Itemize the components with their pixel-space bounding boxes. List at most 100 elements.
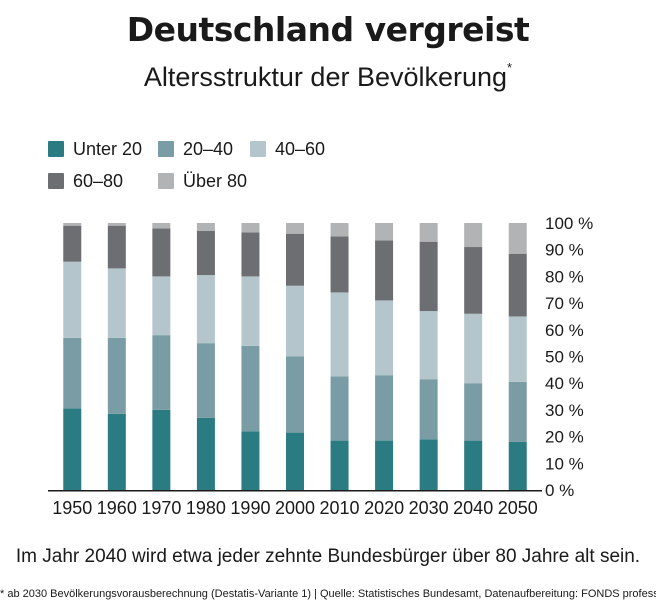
legend-swatch-ueber-80: [158, 173, 174, 189]
chart-subtitle-text: Altersstruktur der Bevölkerung: [143, 62, 508, 92]
bar-segment-1960-s3: [107, 225, 126, 269]
bar-segment-1970-s2: [152, 276, 171, 336]
y-tick-label-2: 20 %: [545, 428, 584, 447]
bar-segment-1970-s3: [152, 228, 171, 277]
bar-segment-2010-s1: [330, 376, 349, 441]
x-tick-label-1960: 1960: [97, 498, 137, 518]
bar-segment-1950-s2: [63, 261, 82, 338]
legend-swatch-20-40: [158, 141, 174, 157]
bar-segment-1980-s1: [196, 343, 215, 418]
bar-segment-1960-s1: [107, 337, 126, 414]
y-tick-label-1: 10 %: [545, 454, 584, 473]
x-tick-label-1980: 1980: [186, 498, 226, 518]
bar-segment-2020-s0: [375, 440, 394, 490]
bar-segment-1950-s4: [63, 223, 82, 226]
y-tick-label-4: 40 %: [545, 374, 584, 393]
legend-label-ueber-80: Über 80: [183, 170, 248, 191]
legend-swatch-unter-20: [48, 141, 64, 157]
legend-label-40-60: 40–60: [275, 138, 326, 159]
bar-segment-1960-s0: [107, 413, 126, 490]
chart-caption: Im Jahr 2040 wird etwa jeder zehnte Bund…: [15, 546, 641, 567]
legend-label-60-80: 60–80: [73, 170, 124, 191]
bar-segment-2030-s2: [419, 311, 438, 380]
bar-segment-2010-s2: [330, 292, 349, 377]
bar-segment-2010-s0: [330, 440, 349, 490]
chart-subtitle: Altersstruktur der Bevölkerung*: [0, 60, 656, 93]
x-tick-label-1950: 1950: [52, 498, 92, 518]
source-footnote: * ab 2030 Bevölkerungsvorausberechnung (…: [0, 588, 656, 600]
bar-segment-2040-s4: [464, 223, 483, 248]
y-tick-label-9: 90 %: [545, 241, 584, 260]
bar-segment-1980-s3: [196, 231, 215, 276]
y-tick-label-10: 100 %: [545, 214, 593, 233]
x-tick-label-2050: 2050: [498, 498, 538, 518]
bar-segment-2040-s2: [464, 313, 483, 384]
bar-segment-2010-s4: [330, 223, 349, 237]
bar-segment-2050-s0: [508, 441, 527, 490]
bar-segment-2000-s4: [286, 223, 304, 234]
bar-segment-2020-s2: [375, 300, 394, 376]
chart-title: Deutschland vergreist: [126, 10, 530, 49]
x-tick-label-2000: 2000: [275, 498, 315, 518]
x-tick-label-2020: 2020: [364, 498, 404, 518]
bar-segment-2010-s3: [330, 236, 349, 293]
x-tick-label-2010: 2010: [320, 498, 360, 518]
x-tick-label-2040: 2040: [453, 498, 493, 518]
bar-segment-1980-s2: [196, 275, 215, 344]
bar-segment-1960-s4: [107, 223, 126, 226]
bar-segment-2040-s3: [464, 247, 483, 314]
y-tick-label-8: 80 %: [545, 267, 584, 286]
bar-segment-1980-s0: [196, 417, 215, 490]
y-axis-labels: 0 % 10 % 20 % 30 % 40 % 50 % 60 % 70 % 80 % 90 % 1…: [545, 214, 593, 500]
bar-segment-1970-s4: [152, 223, 171, 229]
bar-segment-2030-s1: [419, 379, 438, 440]
legend-label-20-40: 20–40: [183, 138, 234, 159]
bar-segment-2040-s0: [464, 440, 483, 490]
bar-segment-2040-s1: [464, 383, 483, 441]
y-tick-label-3: 30 %: [545, 401, 584, 420]
legend-label-unter-20: Unter 20: [73, 138, 143, 159]
x-tick-label-1990: 1990: [230, 498, 270, 518]
y-tick-label-7: 70 %: [545, 294, 584, 313]
bar-segment-2020-s1: [375, 375, 394, 441]
bar-segment-2020-s4: [375, 223, 394, 241]
legend-swatch-60-80: [48, 173, 64, 189]
bar-segment-1970-s0: [152, 409, 171, 490]
bar-segment-2050-s4: [508, 223, 527, 254]
bars-layer: [63, 223, 527, 490]
bar-segment-1990-s0: [241, 431, 260, 490]
legend-item-ueber-80: Über 80: [158, 170, 247, 192]
legend-item-60-80: 60–80: [48, 170, 123, 192]
bar-segment-2020-s3: [375, 240, 394, 301]
legend-item-40-60: 40–60: [250, 138, 325, 160]
bar-segment-1980-s4: [196, 223, 215, 232]
bar-segment-2000-s0: [286, 432, 304, 490]
bar-segment-1950-s1: [63, 337, 82, 409]
bar-segment-2050-s2: [508, 316, 527, 382]
bar-segment-2030-s3: [419, 241, 438, 312]
bar-segment-1950-s0: [63, 408, 82, 490]
bar-segment-2030-s4: [419, 223, 438, 242]
legend-swatch-40-60: [250, 141, 266, 157]
x-tick-label-2030: 2030: [409, 498, 449, 518]
legend-item-unter-20: Unter 20: [48, 138, 142, 160]
legend-item-20-40: 20–40: [158, 138, 233, 160]
bar-segment-1950-s3: [63, 225, 82, 262]
bar-segment-2050-s3: [508, 253, 527, 317]
x-tick-label-1970: 1970: [141, 498, 181, 518]
subtitle-footnote-marker: *: [507, 60, 513, 75]
bar-segment-2000-s2: [286, 285, 304, 357]
bar-segment-1990-s3: [241, 232, 260, 277]
bar-segment-2000-s1: [286, 356, 304, 433]
bar-segment-1970-s1: [152, 335, 171, 410]
bar-segment-1990-s1: [241, 345, 260, 432]
x-axis-labels: 1950 1960 1970 1980 1990 2000 2010 2020 2030 2040…: [52, 498, 538, 518]
bar-segment-2030-s0: [419, 439, 438, 490]
y-tick-label-5: 50 %: [545, 348, 584, 367]
bar-segment-1960-s2: [107, 268, 126, 338]
bar-segment-2050-s1: [508, 381, 527, 442]
bar-segment-2000-s3: [286, 233, 304, 286]
y-tick-label-6: 60 %: [545, 321, 584, 340]
bar-segment-1990-s4: [241, 223, 260, 233]
